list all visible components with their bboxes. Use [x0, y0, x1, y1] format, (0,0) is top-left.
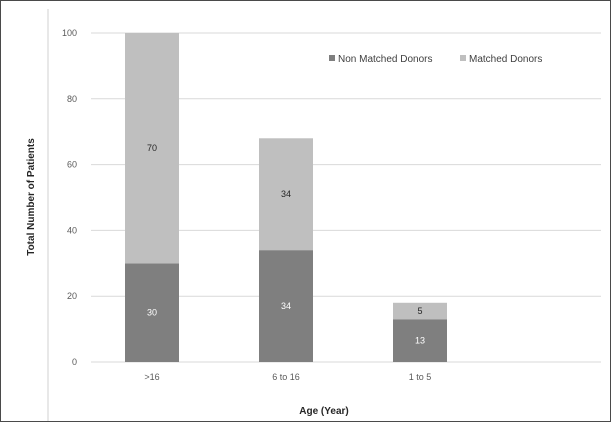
x-axis-title: Age (Year) — [299, 406, 348, 417]
y-tick-label: 80 — [67, 94, 77, 104]
x-axis-tick-labels: >16 6 to 16 1 to 5 — [144, 372, 431, 382]
data-label-non-matched-2: 13 — [415, 336, 425, 346]
y-tick-label: 100 — [62, 28, 77, 38]
data-label-matched-2: 5 — [417, 306, 422, 316]
y-tick-label: 20 — [67, 291, 77, 301]
legend-swatch-matched — [460, 55, 466, 61]
y-tick-label: 40 — [67, 225, 77, 235]
y-axis-title: Total Number of Patients — [26, 138, 37, 256]
x-tick-label: >16 — [144, 372, 159, 382]
bar-non-matched-0 — [125, 263, 179, 362]
bars — [125, 33, 447, 362]
legend-label-matched: Matched Donors — [469, 54, 542, 65]
y-tick-label: 60 — [67, 160, 77, 170]
bar-non-matched-1 — [259, 250, 313, 362]
x-tick-label: 1 to 5 — [409, 372, 432, 382]
legend-label-non-matched: Non Matched Donors — [338, 54, 433, 65]
bar-matched-0 — [125, 33, 179, 264]
legend: Non Matched Donors Matched Donors — [329, 54, 542, 65]
legend-swatch-non-matched — [329, 55, 335, 61]
data-label-matched-1: 34 — [281, 189, 291, 199]
bar-matched-1 — [259, 138, 313, 251]
data-labels: 30 70 34 34 13 5 — [147, 143, 425, 345]
data-label-matched-0: 70 — [147, 143, 157, 153]
y-tick-label: 0 — [72, 357, 77, 367]
legend-item-matched: Matched Donors — [460, 54, 542, 65]
data-label-non-matched-1: 34 — [281, 301, 291, 311]
bar-non-matched-2 — [393, 319, 447, 362]
data-label-non-matched-0: 30 — [147, 308, 157, 318]
y-axis-tick-labels: 0 20 40 60 80 100 — [62, 28, 77, 367]
legend-item-non-matched: Non Matched Donors — [329, 54, 433, 65]
bar-matched-2 — [393, 302, 447, 320]
x-tick-label: 6 to 16 — [272, 372, 300, 382]
